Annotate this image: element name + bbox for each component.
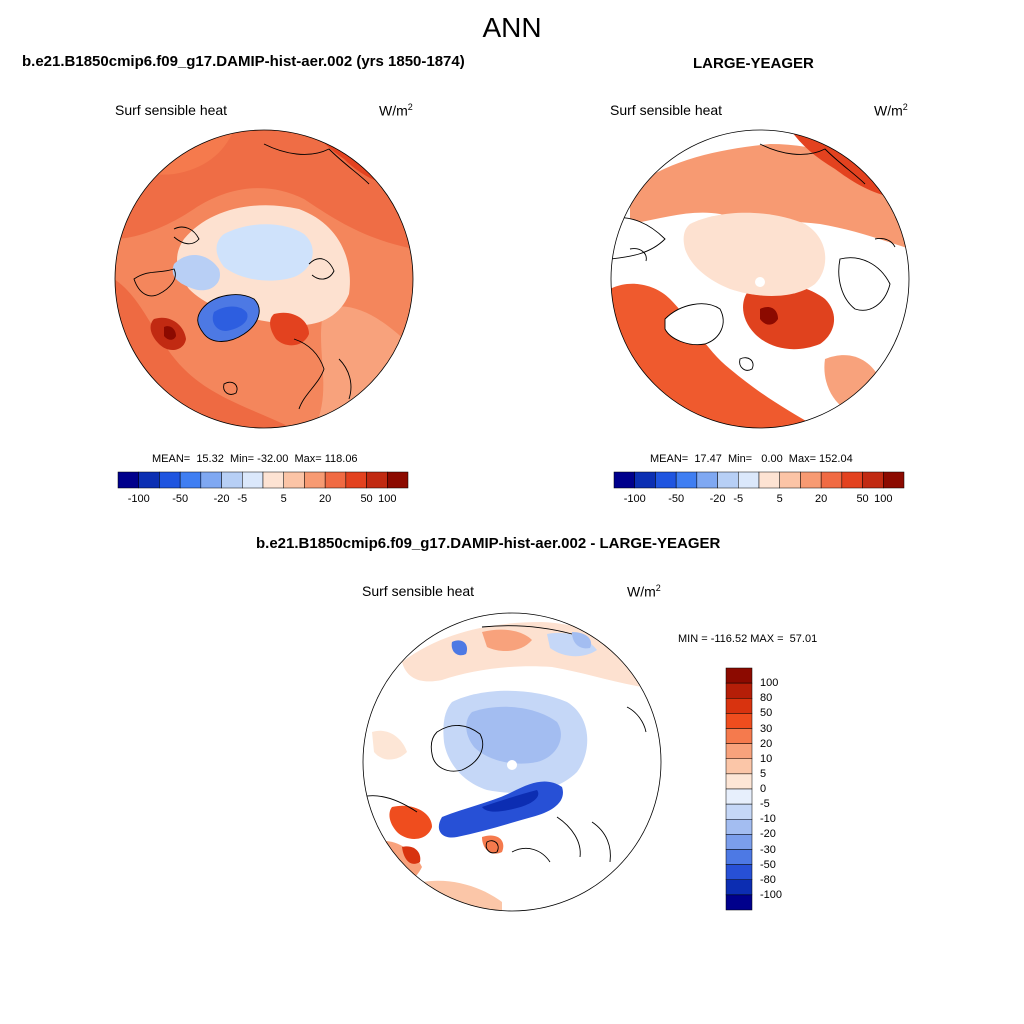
colorbar-swatch: [725, 788, 753, 805]
colorbar-tick-label: -50: [668, 493, 685, 505]
colorbar-swatch: [725, 849, 753, 865]
colorbar-swatch: [283, 471, 305, 489]
figure-title: ANN: [482, 12, 542, 43]
colorbar-tick-label: -100: [127, 493, 150, 505]
colorbar-tick-label: 80: [760, 692, 773, 705]
colorbar-tick-label: 100: [760, 677, 779, 690]
colorbar-swatch: [613, 471, 635, 489]
colorbar-tick-label: 20: [760, 737, 773, 750]
units-label-obs: W/m2: [874, 102, 908, 119]
colorbar-swatch: [696, 471, 718, 489]
colorbar-tick-label: -10: [760, 813, 776, 826]
colorbar-swatch: [738, 471, 760, 489]
colorbar-swatch: [725, 758, 753, 775]
colorbar-tick-label: 0: [760, 783, 767, 795]
polar-map-obs: [610, 129, 910, 429]
colorbar-swatch: [862, 471, 884, 489]
colorbar-swatch: [725, 864, 753, 880]
panel-title-diff: b.e21.B1850cmip6.f09_g17.DAMIP-hist-aer.…: [256, 535, 721, 552]
variable-label-model: Surf sensible heat: [115, 102, 228, 118]
variable-label-diff: Surf sensible heat: [362, 583, 475, 599]
colorbar-swatch: [883, 471, 905, 489]
colorbar-tick-label: -5: [237, 493, 248, 505]
colorbar-swatch: [117, 471, 139, 489]
colorbar-tick-label: 5: [760, 767, 767, 780]
colorbar-tick-label: -20: [213, 493, 230, 505]
colorbar-swatch: [366, 471, 388, 489]
colorbar-tick-label: 50: [760, 707, 773, 720]
colorbar-tick-label: -30: [760, 843, 776, 856]
panel-title-model: b.e21.B1850cmip6.f09_g17.DAMIP-hist-aer.…: [22, 53, 465, 70]
colorbar-swatch: [387, 471, 409, 489]
colorbar-swatch: [179, 471, 202, 489]
variable-label-obs: Surf sensible heat: [610, 102, 723, 118]
colorbar-tick-label: 20: [319, 493, 332, 505]
colorbar-swatch: [800, 471, 822, 489]
colorbar-swatch: [725, 667, 753, 684]
colorbar-swatch: [138, 471, 160, 489]
colorbar-swatch: [841, 471, 863, 489]
colorbar-swatch: [725, 682, 753, 699]
colorbar-swatch: [221, 471, 243, 489]
colorbar-tick-label: -5: [733, 493, 744, 505]
colorbar-swatch: [779, 471, 801, 489]
colorbar-swatch: [242, 471, 264, 489]
colorbar-tick-label: -80: [760, 873, 776, 886]
colorbar-swatch: [200, 471, 222, 489]
colorbar-tick-label: 50: [856, 493, 869, 505]
colorbar-swatch: [675, 471, 698, 489]
colorbar-swatch: [717, 471, 739, 489]
colorbar-swatch: [725, 743, 753, 759]
colorbar-swatch: [725, 773, 753, 790]
colorbar-tick-label: -20: [760, 828, 776, 841]
colorbar-swatch: [725, 894, 753, 911]
colorbar-tick-label: 10: [760, 752, 773, 765]
colorbar-swatch: [725, 728, 753, 744]
colorbar-swatch: [820, 471, 843, 489]
colorbar-tick-label: 5: [280, 493, 287, 505]
polar-map-model: [114, 129, 414, 429]
colorbar-tick-label: -100: [760, 888, 783, 901]
colorbar-tick-label: 20: [815, 493, 828, 505]
colorbar-swatch: [725, 879, 753, 896]
colorbar-obs: [613, 471, 905, 489]
colorbar-tick-label: -5: [760, 798, 770, 811]
colorbar-tick-label: 5: [776, 493, 783, 505]
colorbar-swatch: [725, 819, 753, 835]
colorbar-diff: [725, 667, 753, 911]
colorbar-tick-label: -50: [172, 493, 189, 505]
colorbar-swatch: [304, 471, 326, 489]
panel-title-obs: LARGE-YEAGER: [693, 55, 814, 72]
colorbar-swatch: [159, 471, 181, 489]
colorbar-ticks-obs: -100 -50 -20 -5 5 20 50 100: [614, 493, 904, 507]
stats-model: MEAN= 15.32 Min= -32.00 Max= 118.06: [152, 453, 358, 465]
units-label-model: W/m2: [379, 102, 413, 119]
colorbar-tick-label: -20: [709, 493, 726, 505]
colorbar-swatch: [324, 471, 347, 489]
colorbar-tick-label: -100: [623, 493, 646, 505]
colorbar-tick-label: -50: [760, 858, 776, 871]
colorbar-tick-label: 100: [378, 493, 397, 505]
colorbar-swatch: [345, 471, 367, 489]
colorbar-tick-label: 50: [360, 493, 373, 505]
colorbar-swatch: [725, 803, 753, 820]
colorbar-tick-label: 30: [760, 722, 773, 735]
colorbar-swatch: [725, 834, 753, 850]
stats-obs: MEAN= 17.47 Min= 0.00 Max= 152.04: [650, 453, 853, 465]
colorbar-ticks-model: -100 -50 -20 -5 5 20 50 100: [118, 493, 408, 507]
colorbar-ticks-diff: 100 80 50 30 20 10 5 0 -5 -10 -20 -30 -50 -80 -100: [760, 668, 810, 910]
colorbar-swatch: [262, 471, 284, 489]
colorbar-swatch: [655, 471, 677, 489]
colorbar-swatch: [634, 471, 656, 489]
colorbar-swatch: [725, 713, 753, 729]
colorbar-swatch: [758, 471, 780, 489]
polar-map-diff: [362, 612, 662, 912]
stats-diff: MIN = -116.52 MAX = 57.01: [678, 633, 818, 645]
colorbar-swatch: [725, 698, 753, 714]
units-label-diff: W/m2: [627, 583, 661, 600]
colorbar-tick-label: 100: [874, 493, 893, 505]
colorbar-model: [117, 471, 409, 489]
